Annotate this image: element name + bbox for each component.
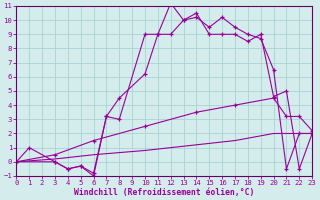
X-axis label: Windchill (Refroidissement éolien,°C): Windchill (Refroidissement éolien,°C) (74, 188, 254, 197)
